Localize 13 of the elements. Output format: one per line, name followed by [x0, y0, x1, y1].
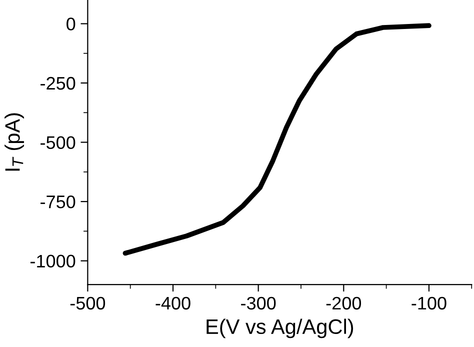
x-tick-label: -200: [326, 296, 362, 310]
y-tick-label: -1000: [30, 254, 76, 268]
x-tick-label: -500: [70, 296, 106, 310]
x-tick-label: -300: [241, 296, 276, 310]
y-tick-label: 0: [66, 18, 76, 30]
y-tick-label: -500: [40, 136, 76, 149]
line-series: [122, 23, 432, 256]
x-axis-title: E(V vs Ag/AgCl): [206, 318, 354, 338]
y-tick-label: -750: [40, 195, 76, 208]
y-axis-title: I$_{T}$ (pA): [4, 113, 24, 171]
x-tick-label: -400: [156, 296, 190, 310]
x-tick-label: -100: [412, 296, 446, 310]
y-tick-label: -250: [40, 76, 76, 90]
